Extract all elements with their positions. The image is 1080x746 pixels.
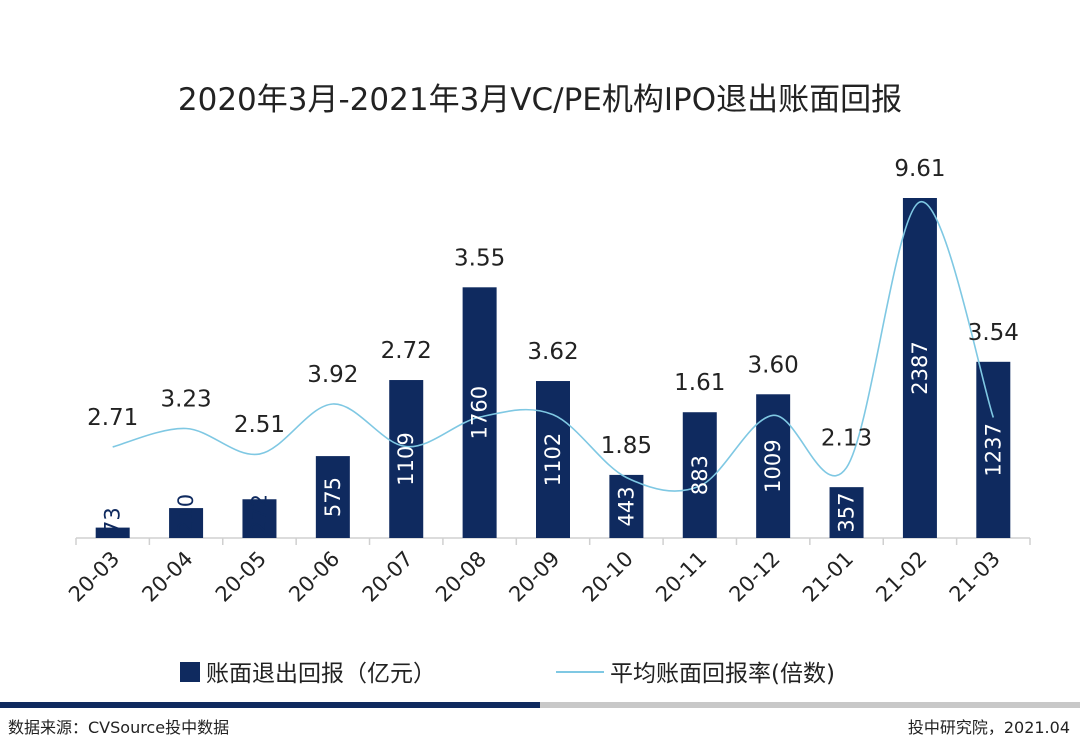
x-tick-21-03: 21-03	[945, 547, 1005, 607]
bar-value-label-20-12: 1009	[761, 439, 785, 492]
line-value-label-20-03: 2.71	[87, 405, 138, 431]
bar-20-07	[389, 380, 424, 538]
bar-value-label-20-09: 1102	[541, 433, 565, 486]
legend-bar-label: 账面退出回报（亿元）	[206, 661, 436, 687]
bar-series	[95, 198, 1011, 538]
legend: 账面退出回报（亿元） 平均账面回报率(倍数)	[180, 661, 835, 687]
bar-value-label-20-04: 210	[174, 494, 198, 534]
bar-20-11	[682, 412, 717, 538]
bar-20-09	[536, 381, 570, 538]
line-value-label-20-09: 3.62	[527, 339, 578, 365]
bar-20-05	[242, 499, 277, 538]
line-path	[112, 201, 995, 492]
x-tick-20-12: 20-12	[725, 547, 785, 607]
footer-source: 数据来源：CVSource投中数据	[8, 718, 229, 737]
line-value-label-20-12: 3.60	[748, 352, 799, 378]
x-tick-20-08: 20-08	[431, 547, 491, 607]
bar-20-10	[609, 474, 644, 538]
bar-20-06	[315, 456, 350, 538]
bar-21-01	[829, 487, 864, 538]
x-tick-21-01: 21-01	[798, 547, 858, 607]
x-tick-21-02: 21-02	[871, 547, 931, 607]
line-series	[112, 201, 995, 492]
data-labels: 73 210 272 575 1109 1760 1102 443 883 1009 357 2387…	[87, 156, 1019, 534]
x-tick-20-05: 20-05	[211, 547, 271, 607]
x-tick-20-04: 20-04	[137, 547, 197, 607]
line-value-label-20-07: 2.72	[381, 338, 432, 364]
bar-20-04	[169, 508, 204, 538]
legend-bar-swatch	[180, 662, 200, 682]
line-value-label-21-03: 3.54	[968, 320, 1019, 346]
bar-value-label-21-03: 1237	[981, 423, 1005, 476]
x-tick-labels: 20-03 20-04 20-05 20-06 20-07 20-08 20-09 20-10…	[64, 547, 1005, 607]
bar-value-label-20-10: 443	[614, 486, 638, 526]
line-value-label-21-01: 2.13	[821, 426, 872, 452]
bar-value-label-20-05: 272	[247, 494, 271, 534]
bar-21-03	[976, 361, 1011, 538]
chart-title: 2020年3月-2021年3月VC/PE机构IPO退出账面回报	[178, 82, 902, 118]
line-value-label-20-10: 1.85	[601, 433, 652, 459]
bar-20-12	[756, 394, 791, 538]
bar-value-label-20-07: 1109	[394, 432, 418, 485]
bar-value-label-21-01: 357	[835, 493, 859, 533]
x-tick-20-03: 20-03	[64, 547, 124, 607]
line-value-label-20-05: 2.51	[234, 412, 285, 438]
footer-credit: 投中研究院，2021.04	[908, 718, 1070, 737]
bar-value-label-21-02: 2387	[908, 341, 932, 394]
x-axis	[75, 537, 1031, 545]
x-tick-20-06: 20-06	[284, 547, 344, 607]
line-value-label-20-06: 3.92	[307, 362, 358, 388]
bar-20-08	[462, 287, 497, 538]
line-value-label-20-08: 3.55	[454, 245, 505, 271]
x-tick-20-10: 20-10	[578, 547, 638, 607]
bar-20-03	[95, 527, 130, 538]
bar-value-label-20-11: 883	[688, 455, 712, 495]
line-value-label-20-11: 1.61	[674, 370, 725, 396]
bar-value-label-20-08: 1760	[468, 386, 492, 439]
x-tick-20-11: 20-11	[651, 547, 711, 607]
x-tick-20-09: 20-09	[504, 547, 564, 607]
line-value-label-21-02: 9.61	[894, 156, 945, 182]
line-value-label-20-04: 3.23	[160, 386, 211, 412]
legend-line-label: 平均账面回报率(倍数)	[610, 661, 835, 687]
bar-21-02	[902, 198, 937, 538]
bar-value-label-20-06: 575	[321, 477, 345, 517]
x-tick-20-07: 20-07	[358, 547, 418, 607]
bar-value-label-20-03: 73	[101, 507, 125, 534]
